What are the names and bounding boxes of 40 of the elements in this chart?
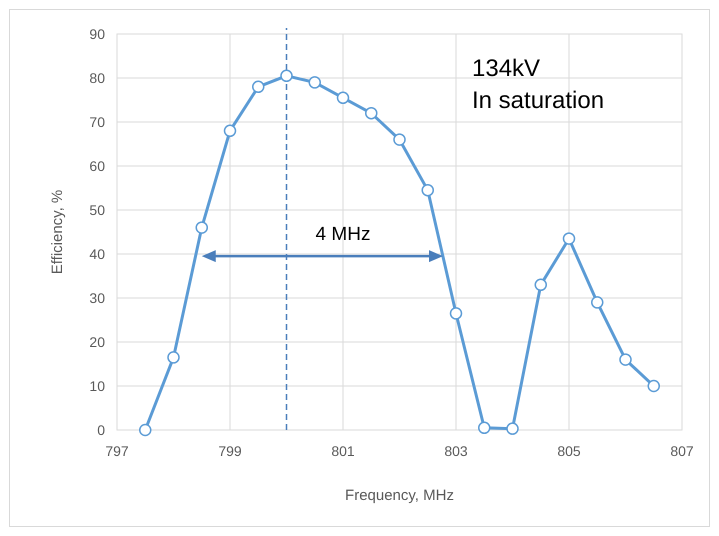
point: [619, 353, 632, 366]
y-tick-label: 50: [89, 202, 106, 218]
x-tick-label: 801: [331, 443, 355, 459]
point: [224, 124, 236, 138]
annotation: 134kV: [472, 55, 540, 82]
y-tick-label: 70: [89, 114, 106, 130]
point: [393, 133, 406, 146]
y-tick-label: 80: [89, 70, 106, 86]
annotation: 4 MHz: [316, 224, 370, 246]
x-tick-label: 803: [444, 443, 468, 459]
y-tick-label: 90: [89, 26, 106, 42]
point: [506, 422, 519, 435]
y-tick-label: 40: [89, 246, 106, 262]
point: [648, 380, 660, 392]
point: [365, 106, 378, 120]
point: [534, 278, 547, 292]
point: [196, 221, 208, 234]
x-tick-label: 807: [670, 443, 694, 459]
x-tick-label: 799: [218, 443, 242, 459]
annotation: In saturation: [472, 87, 604, 114]
y-axis-title: Efficiency, %: [49, 190, 66, 274]
x-tick-label: 805: [557, 443, 581, 459]
point: [252, 80, 264, 94]
point: [450, 307, 462, 320]
y-tick-label: 60: [89, 158, 106, 174]
point: [336, 92, 350, 104]
x-tick-label: 797: [105, 443, 129, 459]
point: [167, 351, 180, 364]
point: [591, 296, 604, 309]
x-axis-title: Frequency, MHz: [345, 487, 454, 504]
point: [422, 184, 434, 196]
point: [478, 422, 490, 434]
point: [308, 76, 321, 89]
y-tick-label: 20: [89, 334, 106, 350]
point: [139, 424, 152, 436]
point: [562, 232, 576, 245]
point: [280, 70, 293, 82]
y-tick-label: 30: [89, 290, 106, 306]
y-tick-label: 0: [97, 422, 106, 438]
y-tick-label: 10: [89, 378, 106, 394]
